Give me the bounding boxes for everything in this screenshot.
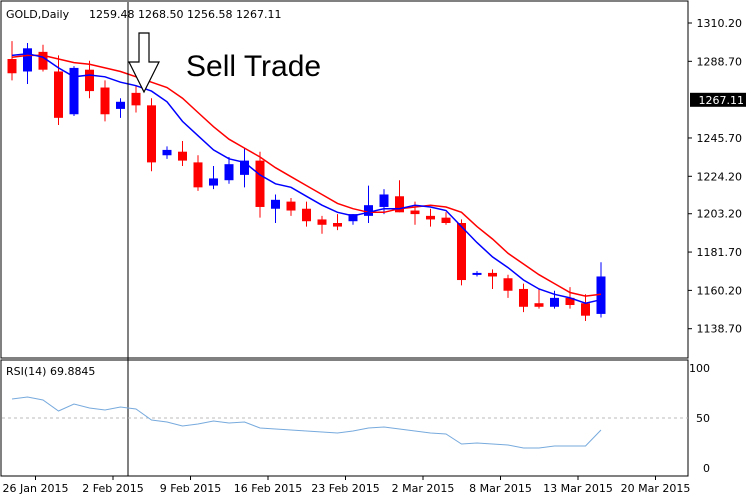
candle-body-down — [503, 278, 513, 291]
candle-body-down — [255, 160, 265, 207]
price-tick-label: 1138.70 — [697, 323, 743, 336]
time-tick-label: 26 Jan 2015 — [3, 482, 69, 495]
price-tick-label: 1203.20 — [697, 208, 743, 221]
candle-body-up — [271, 199, 280, 209]
time-tick-label: 8 Mar 2015 — [469, 482, 532, 495]
time-tick-label: 13 Mar 2015 — [543, 482, 613, 495]
candle-body-up — [472, 272, 482, 275]
time-tick-label: 20 Mar 2015 — [621, 482, 691, 495]
candle-body-down — [534, 303, 544, 307]
ma-fast-line — [11, 52, 602, 304]
candle-body-down — [286, 201, 296, 211]
rsi-level-label: 50 — [696, 412, 710, 425]
price-tick-label: 1245.70 — [697, 132, 743, 145]
candle-body-down — [317, 219, 327, 225]
candle-body-down — [426, 215, 435, 220]
candle-body-up — [364, 205, 373, 216]
price-tick-label: 1160.20 — [697, 284, 743, 297]
candle-body-up — [69, 67, 79, 115]
candle-body-down — [302, 208, 311, 222]
candle-body-down — [395, 196, 404, 213]
candle-body-down — [7, 59, 17, 74]
candle-body-down — [100, 87, 110, 115]
candle-body-down — [178, 151, 187, 161]
candle-body-down — [519, 288, 528, 307]
candle-body-up — [550, 297, 559, 307]
candles — [7, 41, 606, 322]
candle-body-down — [131, 92, 141, 106]
signal-marker — [127, 2, 160, 476]
ohlc-label: 1259.48 1268.50 1256.58 1267.11 — [89, 8, 281, 21]
price-tick-label: 1181.70 — [697, 246, 743, 259]
candle-body-up — [240, 160, 249, 175]
candle-body-down — [488, 272, 497, 277]
time-axis: 26 Jan 2015 2 Feb 2015 9 Feb 2015 16 Feb 20… — [3, 476, 691, 495]
moving-averages — [11, 52, 602, 304]
price-pane-frame — [0, 0, 689, 359]
candle-body-down — [147, 105, 156, 163]
rsi-level-label: 0 — [703, 462, 710, 475]
candle-body-up — [596, 276, 606, 314]
candle-body-down — [581, 303, 590, 316]
candle-body-up — [162, 149, 172, 156]
candle-body-down — [85, 69, 94, 92]
candle-body-up — [209, 178, 218, 186]
sell-trade-annotation: Sell Trade — [186, 50, 321, 83]
candle-body-down — [565, 297, 575, 305]
time-tick-label: 9 Feb 2015 — [160, 482, 221, 495]
rsi-indicator: 100 50 0 — [2, 362, 710, 475]
candle-body-down — [333, 223, 342, 227]
candle-body-down — [54, 71, 63, 118]
time-tick-label: 2 Mar 2015 — [392, 482, 455, 495]
symbol-label: GOLD,Daily — [6, 8, 70, 21]
time-tick-label: 2 Feb 2015 — [82, 482, 143, 495]
price-tick-label: 1288.70 — [697, 55, 743, 68]
price-tick-label: 1224.20 — [697, 170, 743, 183]
candle-body-down — [457, 223, 466, 281]
candle-body-up — [348, 214, 358, 222]
candle-body-up — [224, 164, 234, 181]
price-tick-label: 1310.20 — [697, 17, 743, 30]
price-axis: 1310.20 1288.70 1267.11 1245.70 1224.20 1203.… — [688, 17, 746, 336]
ma-slow-line — [11, 54, 602, 297]
time-tick-label: 16 Feb 2015 — [234, 482, 302, 495]
time-tick-label: 23 Feb 2015 — [311, 482, 379, 495]
current-price-box — [690, 92, 746, 107]
candle-body-down — [441, 217, 451, 223]
candle-body-up — [23, 48, 32, 72]
candle-body-down — [193, 162, 203, 188]
candle-body-down — [38, 51, 48, 70]
candle-body-up — [116, 101, 125, 109]
sell-arrow-icon — [128, 32, 160, 94]
current-price-label: 1267.11 — [699, 94, 745, 107]
candle-body-down — [410, 210, 420, 215]
candle-body-up — [379, 194, 389, 207]
rsi-label: RSI(14) 69.8845 — [6, 365, 95, 378]
rsi-line — [11, 396, 602, 449]
rsi-level-label: 100 — [689, 362, 710, 375]
